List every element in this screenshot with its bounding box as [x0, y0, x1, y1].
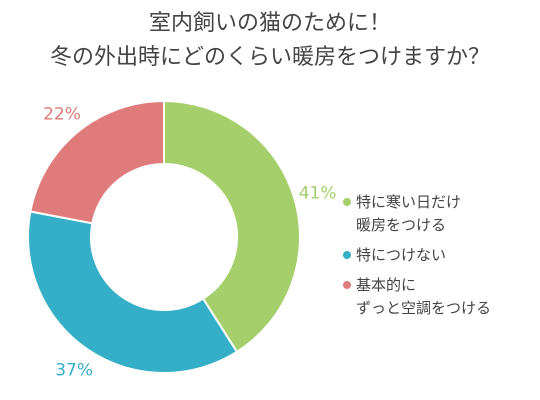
slice-value-label-3: 22%	[43, 105, 81, 125]
value-labels-layer: 41% 37% 22%	[43, 105, 336, 381]
legend-label-1-line-1: 特に寒い日だけ	[356, 193, 461, 211]
donut-slice-1	[163, 99, 301, 354]
donut-slice-3	[29, 99, 165, 225]
legend-swatch-1	[343, 198, 351, 206]
legend-label-2-line-1: 特につけない	[356, 246, 446, 264]
legend-swatch-2	[343, 251, 351, 259]
chart-title-line-2: 冬の外出時にどのくらい暖房をつけますか？	[50, 45, 490, 70]
legend-label-3-line-1: 基本的に	[356, 276, 416, 294]
legend-label-3-line-2: ずっと空調をつける	[356, 299, 491, 317]
slices-layer	[27, 99, 301, 374]
legend-item-2: 特につけない	[343, 246, 446, 264]
donut-slice-2	[27, 210, 239, 374]
slice-value-label-1: 41%	[299, 183, 337, 203]
slice-value-label-2: 37%	[55, 360, 93, 380]
chart-title-line-1: 室内飼いの猫のために！	[149, 11, 391, 36]
legend-label-1-line-2: 暖房をつける	[356, 216, 446, 234]
legend-swatch-3	[343, 281, 351, 289]
